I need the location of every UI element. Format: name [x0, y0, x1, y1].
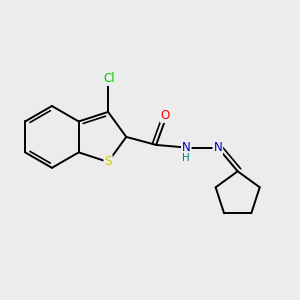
Text: N: N [182, 141, 191, 154]
Text: S: S [104, 155, 112, 168]
Text: O: O [160, 109, 170, 122]
Text: N: N [213, 141, 222, 154]
Text: H: H [182, 153, 190, 163]
Text: Cl: Cl [103, 72, 115, 85]
